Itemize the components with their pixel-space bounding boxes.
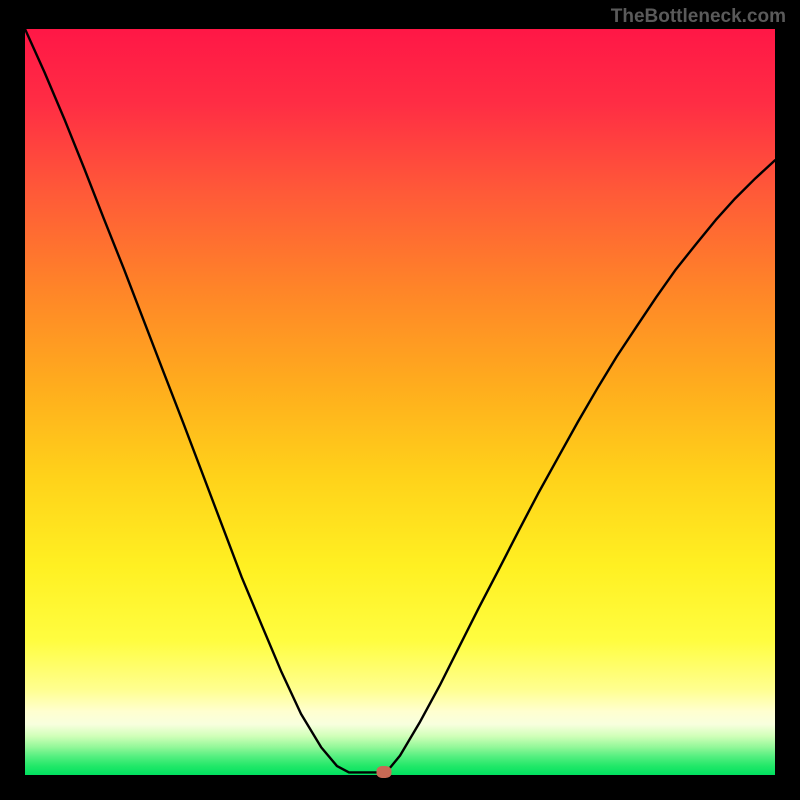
watermark-text: TheBottleneck.com [611,6,786,28]
plot-area [25,29,775,775]
bottleneck-curve [25,29,775,775]
data-marker [376,766,391,778]
chart-container: TheBottleneck.com [0,0,800,800]
